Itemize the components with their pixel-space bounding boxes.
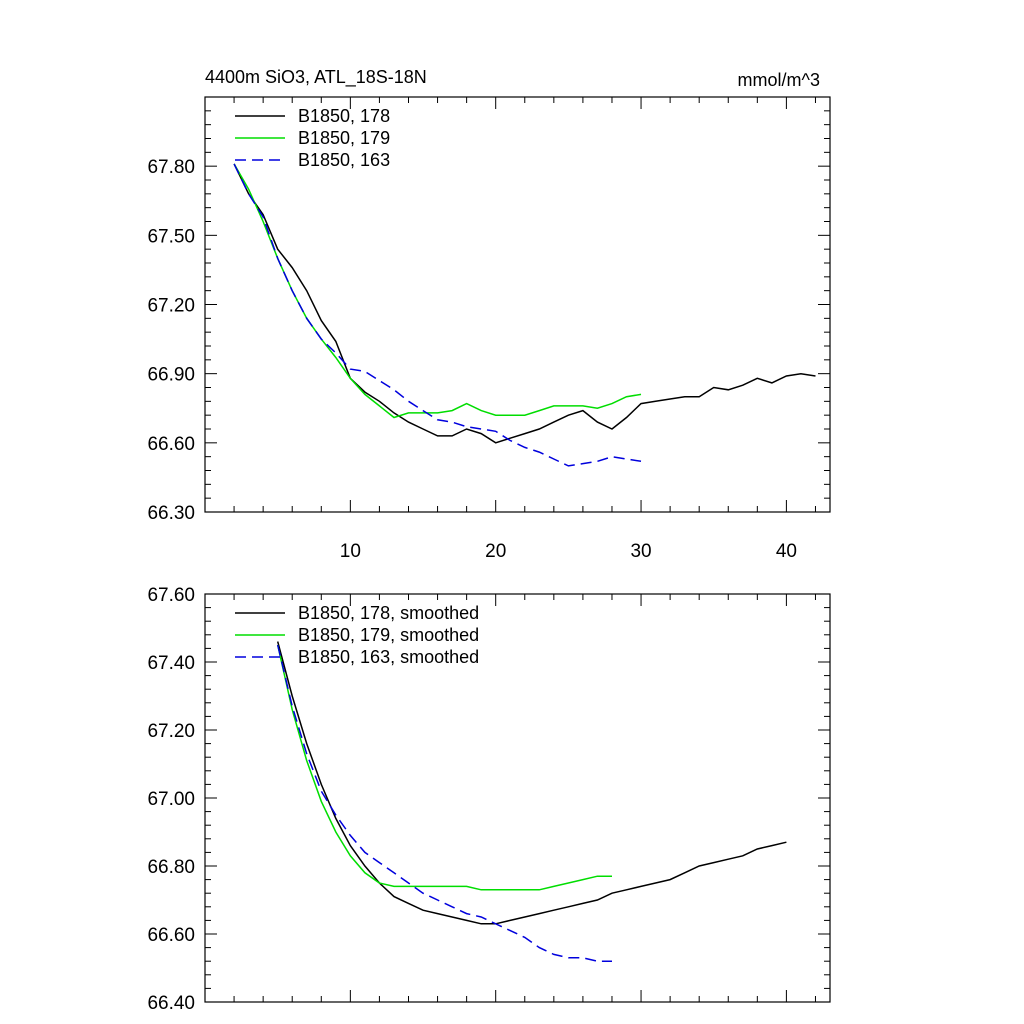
y-axis: 66.40 66.60 66.80 67.00 67.20 67.40 67.60 [147,585,195,1014]
legend-label: B1850, 163, smoothed [298,647,479,667]
y-tick-label: 67.80 [147,157,195,178]
series-line-3 [233,163,642,467]
series-line-1 [233,163,816,444]
y-tick-label: 66.40 [147,993,195,1014]
y-tick-label: 66.90 [147,365,195,386]
y-tick-label: 67.20 [147,721,195,742]
series-line-2 [276,644,612,891]
y-tick-label: 67.40 [147,653,195,674]
y-axis: 66.30 66.60 66.90 67.20 67.50 67.80 [147,157,195,524]
y-tick-label: 67.20 [147,296,195,317]
bottom-panel: 66.40 66.60 66.80 67.00 67.20 67.40 67.60 B185… [147,585,831,1014]
x-tick-label: 10 [340,541,361,562]
y-tick-label: 67.50 [147,226,195,247]
legend-label: B1850, 178, smoothed [298,603,479,623]
legend-label: B1850, 178 [298,106,390,126]
chart-title: 4400m SiO3, ATL_18S-18N [205,67,427,88]
series-line-2 [233,163,642,419]
units-label: mmol/m^3 [738,70,820,90]
series-line-3 [276,644,612,962]
y-tick-label: 67.00 [147,789,195,810]
y-tick-label: 67.60 [147,585,195,606]
axis-ticks [205,593,830,1003]
x-tick-label: 20 [485,541,506,562]
series-lines [233,163,816,467]
x-tick-label: 30 [630,541,651,562]
legend-label: B1850, 179 [298,128,390,148]
top-panel: 4400m SiO3, ATL_18S-18N mmol/m^3 66.3066… [147,67,831,562]
series-line-1 [276,641,787,925]
series-lines [276,641,787,962]
y-tick-label: 66.30 [147,503,195,524]
axis-ticks [205,96,830,513]
y-tick-label: 66.60 [147,925,195,946]
legend-label: B1850, 179, smoothed [298,625,479,645]
x-tick-label: 40 [776,541,797,562]
y-tick-label: 66.80 [147,857,195,878]
x-axis: 10 20 30 40 [340,541,797,562]
y-tick-label: 66.60 [147,434,195,455]
legend-label: B1850, 163 [298,150,390,170]
